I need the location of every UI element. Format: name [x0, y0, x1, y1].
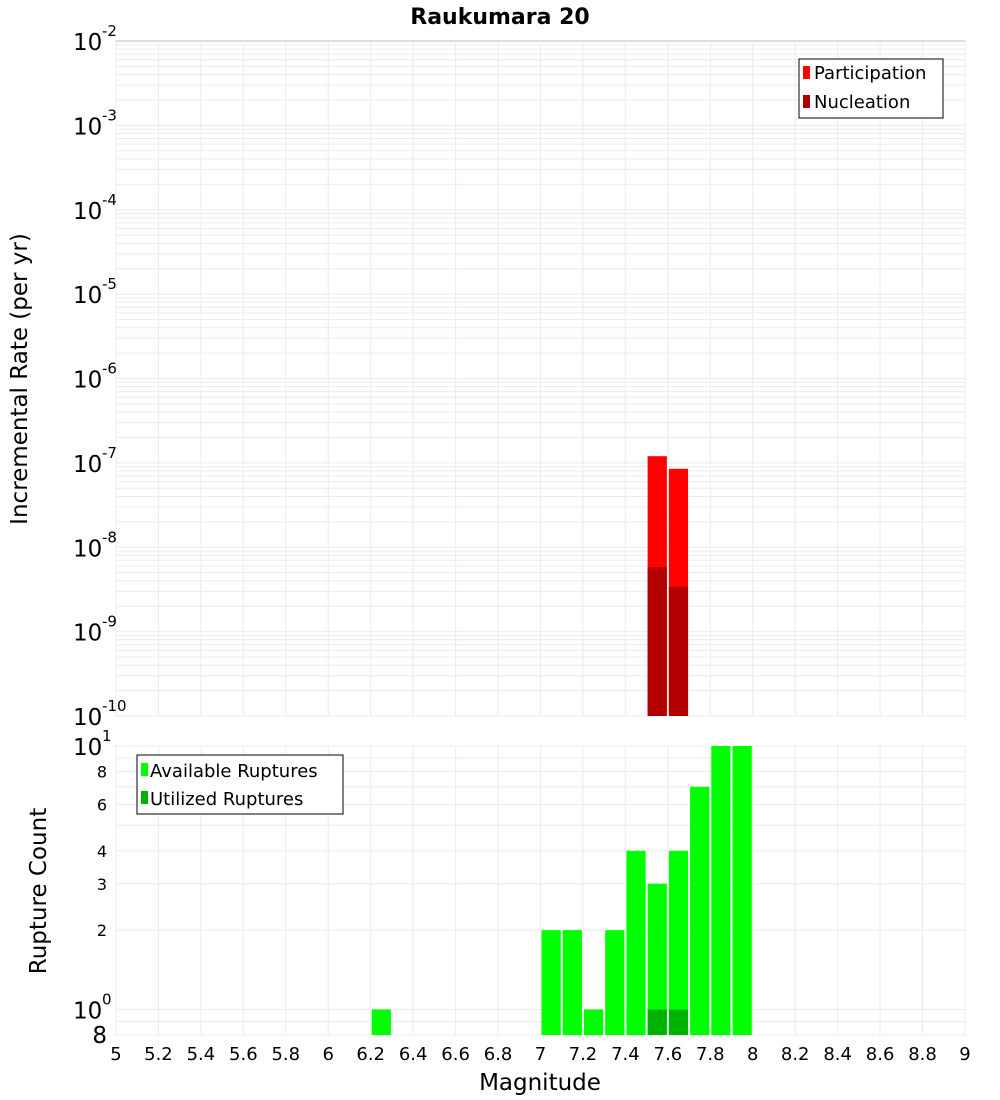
- rate-y-tick-exponent: -6: [102, 360, 117, 378]
- magnitude-tick-label: 9: [959, 1044, 970, 1065]
- rate-legend-box: [798, 58, 944, 119]
- count-y-tick-label: 8: [97, 763, 107, 782]
- magnitude-tick-label: 8.2: [781, 1044, 810, 1065]
- available-legend-label: Available Ruptures: [150, 761, 318, 782]
- rate-y-tick-label: 10: [73, 114, 102, 140]
- available-ruptures-bar: [583, 1009, 604, 1035]
- count-bars: [371, 746, 752, 1035]
- rate-y-tick-label: 10: [73, 536, 102, 562]
- nucleation-bar: [647, 567, 667, 716]
- rate-y-axis-label: Incremental Rate (per yr): [7, 233, 33, 525]
- magnitude-tick-label: 8: [747, 1044, 758, 1065]
- utilized-ruptures-bar: [668, 1009, 689, 1035]
- magnitude-tick-label: 6.6: [441, 1044, 470, 1065]
- magnitude-tick-label: 6.2: [356, 1044, 385, 1065]
- available-ruptures-bar: [690, 786, 710, 1035]
- rate-legend: Participation Nucleation: [798, 58, 944, 119]
- nucleation-legend-swatch: [803, 95, 810, 108]
- utilized-legend-label: Utilized Ruptures: [150, 789, 303, 810]
- available-ruptures-bar: [541, 930, 561, 1035]
- count-y-axis-label: Rupture Count: [26, 808, 52, 974]
- magnitude-tick-label: 5.6: [229, 1044, 258, 1065]
- available-ruptures-bar: [647, 883, 667, 1035]
- available-ruptures-bar: [732, 746, 752, 1035]
- magnitude-tick-labels: 5 5.2 5.4 5.6 5.8 6 6.2 6.4 6.6 6.8 7 7.2 7.4 7.6 7.8 8…: [110, 1044, 970, 1065]
- rate-y-tick-label: 10: [73, 199, 102, 225]
- nucleation-bar: [668, 586, 689, 716]
- participation-legend-label: Participation: [814, 63, 926, 84]
- count-y-tick-label: 4: [97, 842, 107, 861]
- rate-y-tick-exponent: -7: [102, 444, 117, 462]
- rate-y-tick-exponent: -5: [102, 275, 117, 293]
- count-y-tick-label: 8: [92, 1023, 107, 1049]
- available-ruptures-bar: [668, 850, 689, 1035]
- available-ruptures-bar: [626, 850, 646, 1035]
- available-legend-swatch: [141, 763, 148, 776]
- magnitude-tick-label: 8.4: [823, 1044, 852, 1065]
- magnitude-tick-label: 7.8: [696, 1044, 725, 1065]
- rate-y-tick-label: 10: [73, 30, 102, 56]
- utilized-legend-swatch: [141, 791, 148, 804]
- magnitude-tick-label: 7.6: [654, 1044, 683, 1065]
- utilized-ruptures-bar: [647, 1009, 667, 1035]
- nucleation-legend-label: Nucleation: [814, 92, 910, 113]
- rate-y-tick-exponent: -4: [102, 191, 117, 209]
- count-y-tick-exponent: 0: [102, 990, 112, 1008]
- rate-y-tick-label: 10: [73, 368, 102, 394]
- magnitude-tick-label: 6.4: [399, 1044, 428, 1065]
- magnitude-tick-label: 8.8: [908, 1044, 937, 1065]
- magnitude-tick-label: 5: [110, 1044, 121, 1065]
- rate-y-tick-exponent: -8: [102, 528, 117, 546]
- count-legend: Available Ruptures Utilized Ruptures: [136, 754, 344, 815]
- rate-y-tick-exponent: -10: [102, 697, 127, 715]
- count-y-tick-label: 2: [97, 921, 107, 940]
- magnitude-tick-label: 5.4: [187, 1044, 216, 1065]
- count-y-tick-label: 10: [73, 735, 102, 761]
- available-ruptures-bar: [562, 930, 582, 1035]
- count-y-tick-label: 6: [97, 795, 107, 814]
- count-y-tick-exponent: 1: [102, 727, 112, 745]
- rate-y-tick-exponent: -9: [102, 613, 117, 631]
- magnitude-tick-label: 8.6: [866, 1044, 895, 1065]
- magnitude-tick-label: 7.4: [611, 1044, 640, 1065]
- magnitude-tick-label: 7.2: [569, 1044, 598, 1065]
- available-ruptures-bar: [711, 746, 731, 1035]
- magnitude-tick-label: 5.2: [144, 1044, 173, 1065]
- rate-y-tick-label: 10: [73, 705, 102, 731]
- rate-y-tick-label: 10: [73, 283, 102, 309]
- rate-y-tick-label: 10: [73, 452, 102, 478]
- rate-gridlines: [115, 41, 966, 717]
- magnitude-tick-label: 6.8: [484, 1044, 513, 1065]
- rate-bars: [647, 456, 689, 716]
- magnitude-tick-label: 7: [535, 1044, 546, 1065]
- participation-legend-swatch: [803, 66, 810, 79]
- chart-title: Raukumara 20: [410, 5, 589, 30]
- magnitude-tick-label: 5.8: [271, 1044, 300, 1065]
- available-ruptures-bar: [605, 930, 625, 1035]
- count-legend-box: [136, 754, 344, 815]
- magnitude-tick-label: 6: [323, 1044, 334, 1065]
- x-axis-label: Magnitude: [479, 1070, 601, 1096]
- count-y-tick-label: 3: [97, 875, 107, 894]
- count-y-tick-label: 10: [73, 998, 102, 1024]
- available-ruptures-bar: [371, 1009, 391, 1035]
- rate-y-tick-label: 10: [73, 621, 102, 647]
- rate-y-tick-exponent: -2: [102, 22, 117, 40]
- rate-y-tick-exponent: -3: [102, 106, 117, 124]
